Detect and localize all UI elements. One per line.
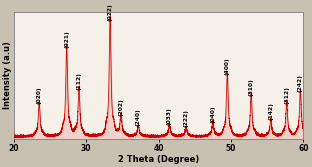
Text: (222): (222) (183, 110, 188, 127)
X-axis label: 2 Theta (Degree): 2 Theta (Degree) (118, 154, 199, 163)
Text: (033): (033) (167, 107, 172, 125)
Text: (022): (022) (108, 3, 113, 21)
Text: (312): (312) (284, 86, 289, 104)
Text: (310): (310) (249, 78, 254, 96)
Text: (400): (400) (225, 58, 230, 75)
Text: (112): (112) (76, 72, 81, 90)
Text: (142): (142) (268, 103, 273, 120)
Text: (202): (202) (119, 98, 124, 116)
Text: (242): (242) (298, 74, 303, 92)
Text: (040): (040) (210, 105, 215, 123)
Text: (021): (021) (64, 31, 69, 48)
Text: (240): (240) (136, 109, 141, 126)
Y-axis label: Intensity (a.u): Intensity (a.u) (3, 42, 12, 109)
Text: (020): (020) (37, 86, 42, 104)
